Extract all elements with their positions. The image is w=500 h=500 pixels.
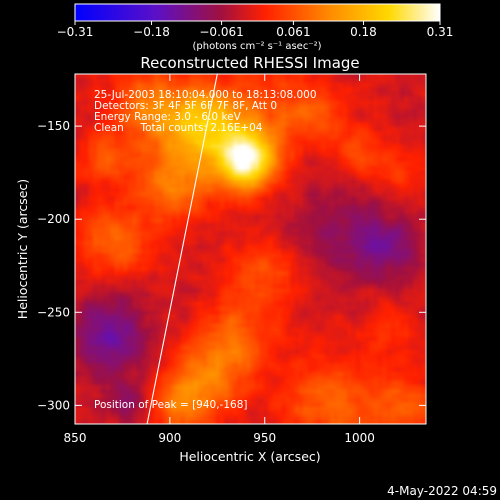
colorbar-tick-label: −0.18 (133, 25, 170, 39)
plot-area: 850 900 950 1000 −150 −200 −250 −300 (37, 73, 427, 445)
plot-frame (74, 73, 427, 425)
heatmap-image (75, 74, 426, 424)
peak-position-label: Position of Peak = [940,-168] (94, 399, 248, 411)
x-tick-label: 900 (158, 431, 181, 445)
y-axis-label: Heliocentric Y (arcsec) (15, 179, 30, 319)
colorbar-gradient (74, 3, 441, 22)
y-tick-label: −200 (37, 212, 70, 226)
annotation-detectors: Detectors: 3F 4F 5F 6F 7F 8F, Att 0 (94, 100, 277, 112)
chart-title: Reconstructed RHESSI Image (140, 54, 359, 72)
colorbar-tick-label: −0.061 (199, 25, 243, 39)
annotation-clean-counts: Clean Total counts: 2.16E+04 (94, 122, 263, 134)
y-tick-label: −300 (37, 398, 70, 412)
colorbar-tick-label: 0.061 (276, 25, 310, 39)
x-axis-label: Heliocentric X (arcsec) (179, 449, 320, 464)
x-tick-label: 950 (253, 431, 276, 445)
x-tick-label: 1000 (344, 431, 375, 445)
solar-limb-line (146, 74, 218, 424)
y-tick-label: −250 (37, 305, 70, 319)
colorbar: −0.31 −0.18 −0.061 0.061 0.18 0.31 (photons c… (57, 3, 454, 52)
annotation-time-range: 25-Jul-2003 18:10:04.000 to 18:13:08.000 (94, 89, 317, 101)
colorbar-unit: (photons cm⁻² s⁻¹ asec⁻²) (192, 41, 321, 52)
colorbar-tick-label: 0.31 (427, 25, 454, 39)
axis-ticks: 850 900 950 1000 −150 −200 −250 −300 (37, 74, 426, 445)
annotation-energy-range: Energy Range: 3.0 - 6.0 keV (94, 111, 242, 123)
y-tick-label: −150 (37, 119, 70, 133)
annotation-block: 25-Jul-2003 18:10:04.000 to 18:13:08.000… (94, 89, 317, 134)
colorbar-ticks: −0.31 −0.18 −0.061 0.061 0.18 0.31 (57, 21, 454, 39)
x-tick-label: 850 (64, 431, 87, 445)
colorbar-tick-label: −0.31 (57, 25, 94, 39)
colorbar-tick-label: 0.18 (350, 25, 377, 39)
render-timestamp: 4-May-2022 04:59 (387, 484, 497, 498)
